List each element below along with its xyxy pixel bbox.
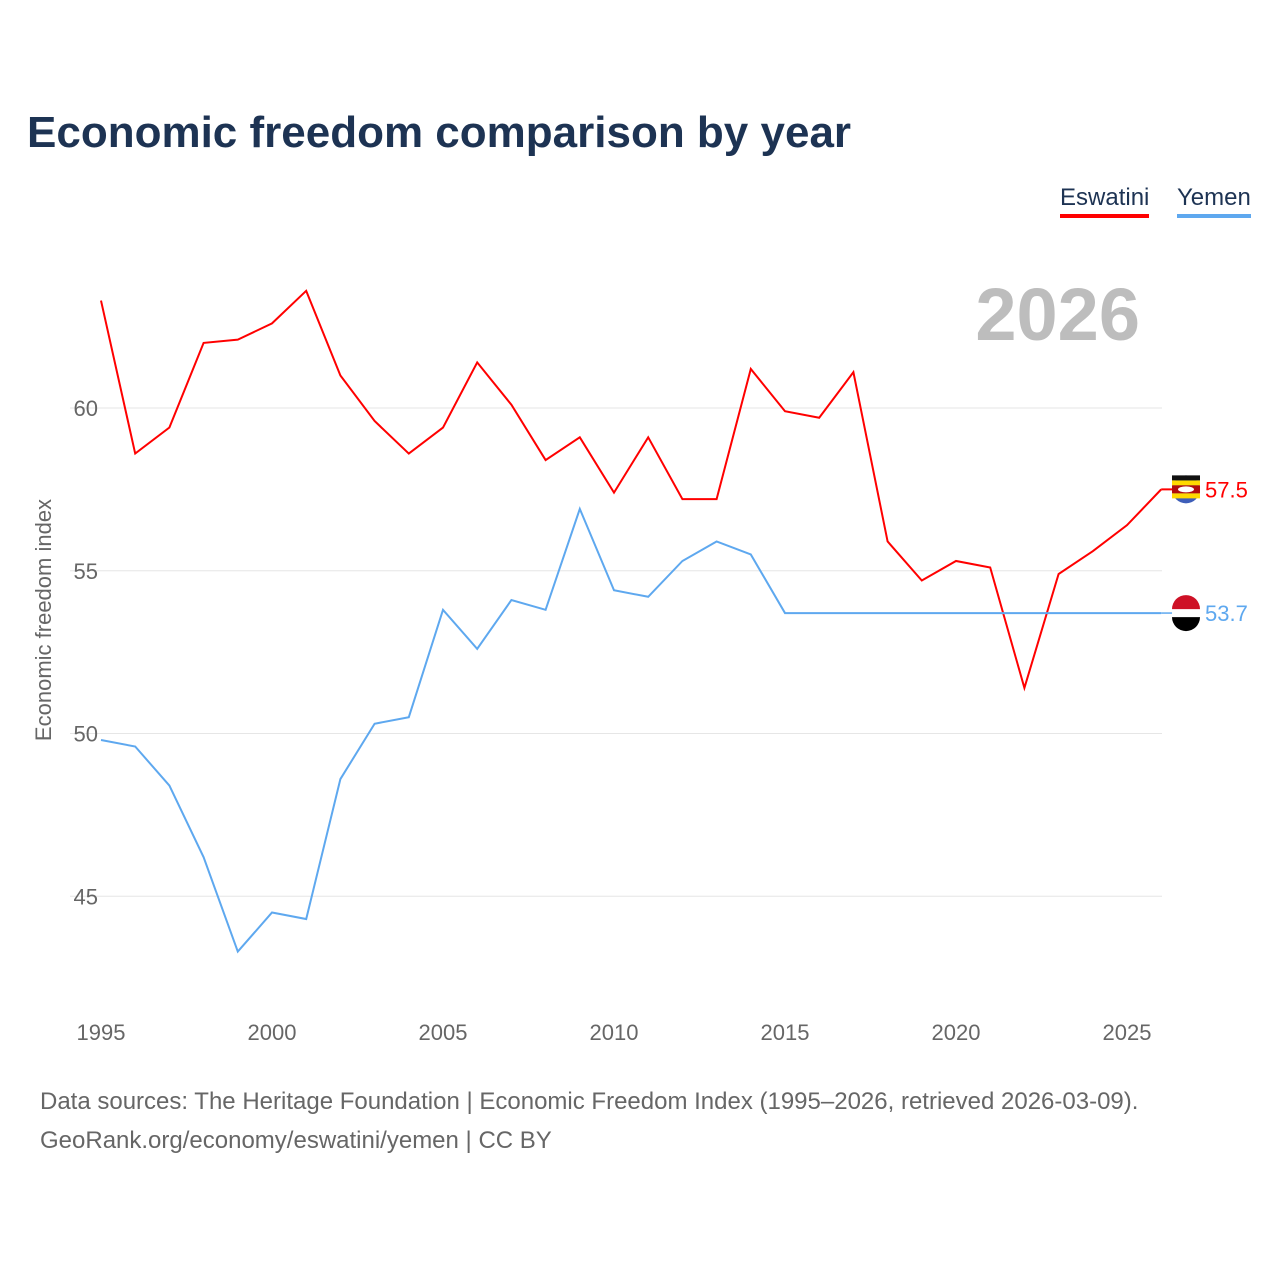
flag-stripe <box>1172 595 1200 610</box>
x-tick-label: 1995 <box>77 1020 126 1045</box>
flag-shield <box>1178 486 1194 493</box>
end-value-label-eswatini: 57.5 <box>1205 477 1248 502</box>
y-tick-label: 55 <box>74 559 98 584</box>
y-tick-label: 50 <box>74 722 98 747</box>
legend-eswatini[interactable]: Eswatini <box>1060 184 1150 218</box>
flag-stripe <box>1172 475 1200 481</box>
flag-stripe <box>1172 493 1200 499</box>
x-tick-label: 2020 <box>932 1020 981 1045</box>
footer-credit: GeoRank.org/economy/eswatini/yemen | CC … <box>40 1127 552 1154</box>
series-line-yemen <box>100 506 1162 954</box>
year-label: 2026 <box>975 273 1140 356</box>
flag-stripe <box>1172 480 1200 486</box>
x-tick-label: 2000 <box>248 1020 297 1045</box>
legend-yemen[interactable]: Yemen <box>1177 184 1251 218</box>
x-tick-label: 2015 <box>761 1020 810 1045</box>
flag-stripe <box>1172 617 1200 632</box>
x-tick-label: 2005 <box>419 1020 468 1045</box>
end-value-label-yemen: 53.7 <box>1205 601 1248 626</box>
footer-sources: Data sources: The Heritage Foundation | … <box>40 1088 1139 1115</box>
y-tick-label: 45 <box>74 884 98 909</box>
x-tick-label: 2025 <box>1103 1020 1152 1045</box>
series-line-eswatini <box>100 289 1162 692</box>
x-tick-label: 2010 <box>590 1020 639 1045</box>
chart-title: Economic freedom comparison by year <box>27 108 852 157</box>
y-tick-label: 60 <box>74 396 98 421</box>
